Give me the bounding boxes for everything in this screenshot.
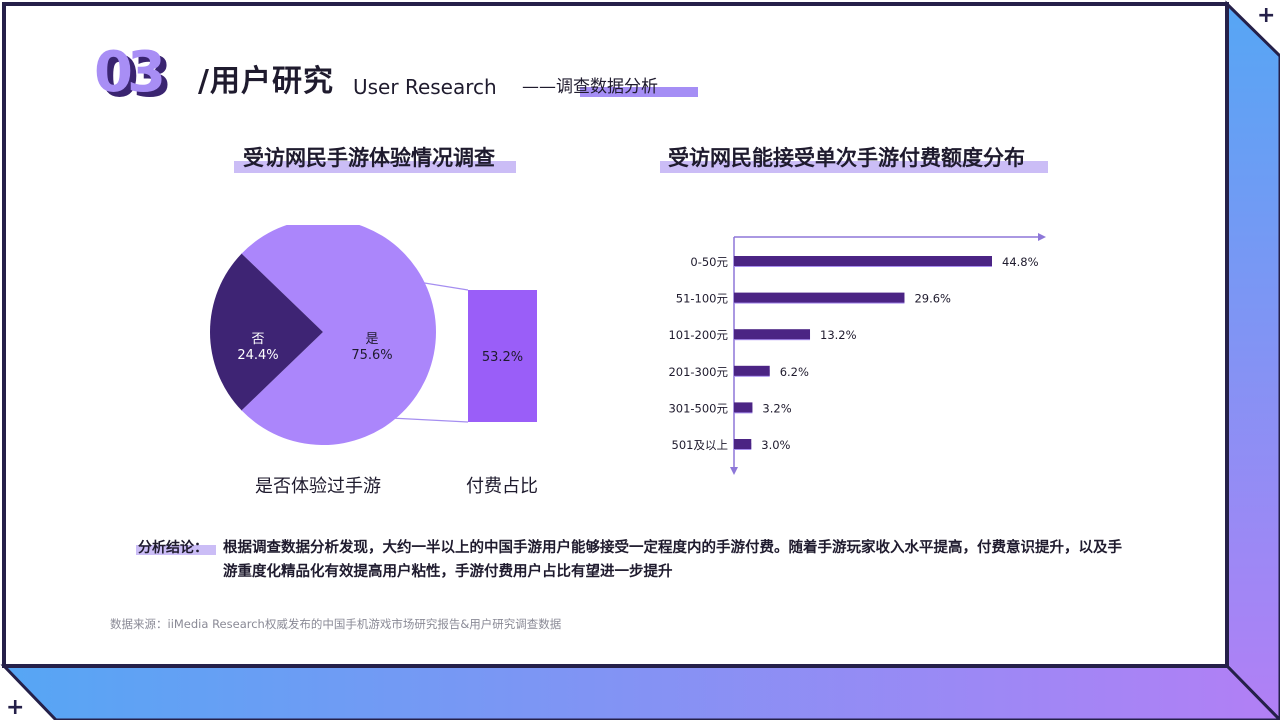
pie-slice-no bbox=[209, 253, 323, 411]
category-label: 501及以上 bbox=[672, 438, 728, 452]
bar-chart-title: 受访网民能接受单次手游付费额度分布 bbox=[668, 146, 1025, 170]
data-label: 6.2% bbox=[780, 365, 809, 379]
data-label: 44.8% bbox=[1002, 255, 1039, 269]
category-label: 301-500元 bbox=[668, 401, 728, 415]
section-number: 03 03 bbox=[94, 46, 174, 100]
svg-text:03: 03 bbox=[100, 46, 168, 100]
page-title: /用户研究 bbox=[198, 64, 334, 99]
svg-text:03: 03 bbox=[94, 46, 162, 100]
page-title-english: User Research bbox=[353, 75, 497, 99]
right-title-highlight bbox=[660, 161, 1048, 173]
plus-icon-bottom-left: + bbox=[6, 695, 24, 720]
pie-chart-title: 受访网民手游体验情况调查 bbox=[243, 146, 495, 170]
breakout-bar bbox=[468, 290, 537, 422]
pie-chart-caption: 是否体验过手游 bbox=[255, 476, 381, 497]
category-label: 0-50元 bbox=[690, 255, 728, 269]
y-axis-arrow bbox=[730, 467, 738, 475]
pie-value-no: 24.4% bbox=[237, 348, 278, 363]
bar-chart: 0-50元 44.8% 51-100元 29.6% 101-200元 13.2% 201-3… bbox=[668, 233, 1046, 475]
plus-icon-top-right: + bbox=[1257, 3, 1275, 28]
breakout-caption: 付费占比 bbox=[466, 476, 538, 497]
data-label: 13.2% bbox=[820, 328, 857, 342]
pie-label-yes: 是 bbox=[365, 332, 378, 347]
bar bbox=[734, 439, 752, 449]
conclusion-text: 根据调查数据分析发现，大约一半以上的中国手游用户能够接受一定程度内的手游付费。随… bbox=[223, 540, 1122, 580]
frame-right-face bbox=[1225, 0, 1280, 720]
category-label: 51-100元 bbox=[676, 292, 729, 306]
category-label: 101-200元 bbox=[668, 328, 728, 342]
data-source: 数据来源：iiMedia Research权威发布的中国手机游戏市场研究报告&用… bbox=[110, 617, 562, 631]
pie-label-no: 否 bbox=[251, 332, 264, 347]
conclusion-label: 分析结论： bbox=[138, 540, 208, 556]
frame-bottom-face bbox=[0, 664, 1280, 720]
data-label: 3.2% bbox=[762, 401, 791, 415]
x-axis-arrow bbox=[1038, 233, 1046, 241]
data-label: 3.0% bbox=[761, 438, 790, 452]
subtitle-highlight bbox=[580, 87, 698, 97]
frame-panel bbox=[2, 2, 1229, 668]
pie-chart: 否24.4% 是75.6% 53.2% bbox=[209, 225, 537, 445]
data-label: 29.6% bbox=[914, 292, 951, 306]
pie-value-yes: 75.6% bbox=[351, 348, 392, 363]
conclusion-highlight bbox=[136, 545, 216, 555]
bar bbox=[734, 329, 811, 340]
pie-slice-yes bbox=[241, 225, 436, 445]
bar bbox=[734, 256, 992, 266]
breakout-value: 53.2% bbox=[482, 350, 523, 365]
page-subtitle: ——调查数据分析 bbox=[522, 77, 658, 97]
category-label: 201-300元 bbox=[668, 365, 728, 379]
bar bbox=[734, 365, 770, 376]
bar bbox=[734, 292, 905, 303]
left-title-highlight bbox=[234, 161, 516, 173]
bar bbox=[734, 402, 753, 413]
